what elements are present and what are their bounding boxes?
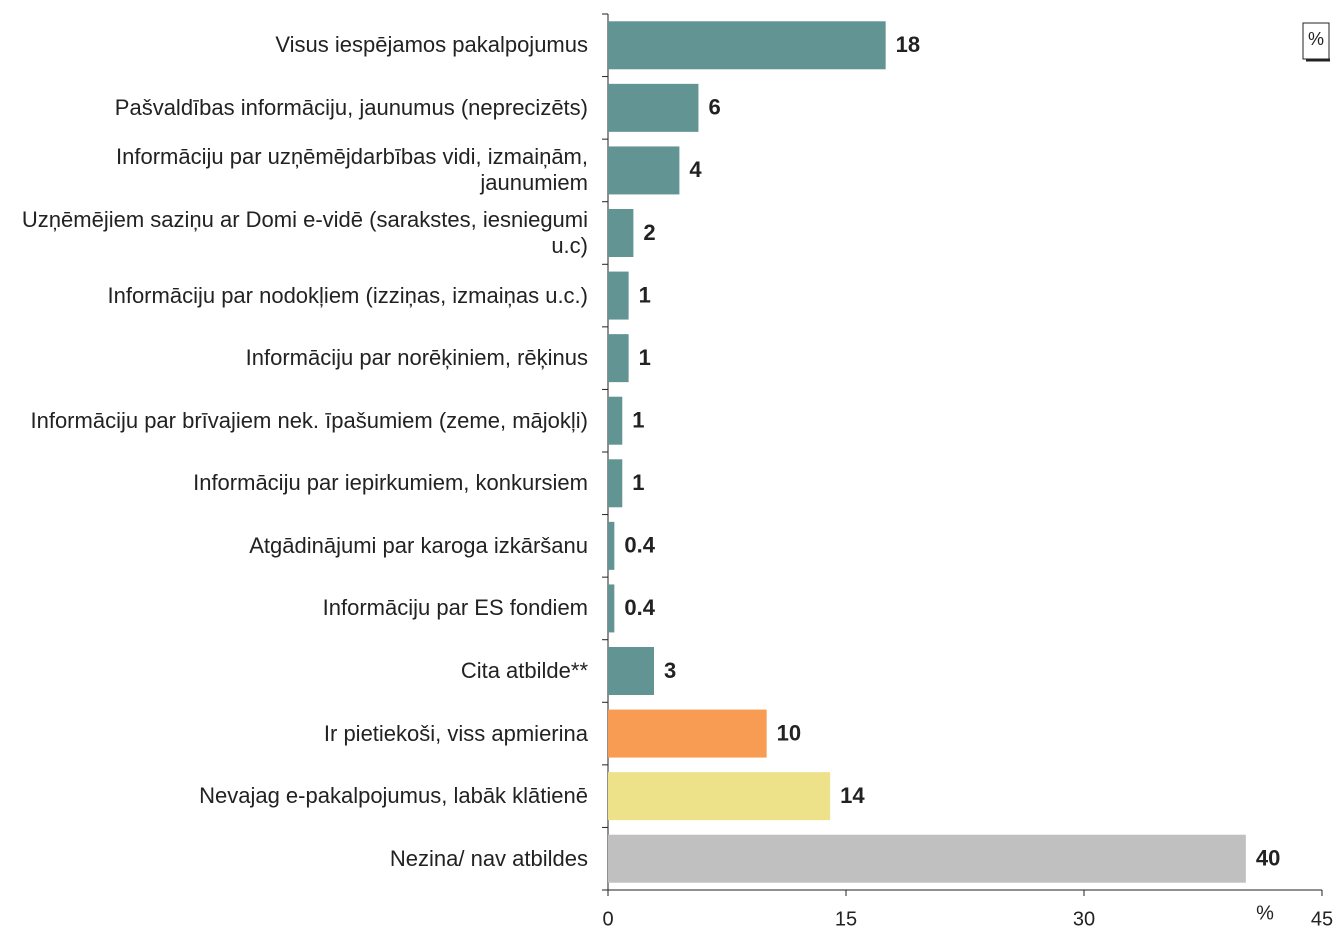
value-label: 2 (643, 220, 655, 245)
badge: % (1308, 29, 1324, 49)
category-label: Informāciju par uzņēmējdarbības vidi, iz… (116, 144, 588, 196)
category-label: Ir pietiekoši, viss apmierina (323, 720, 588, 746)
value-label: 1 (632, 408, 644, 433)
value-label: 1 (632, 470, 644, 495)
category-label: Informāciju par iepirkumiem, konkursiem (193, 470, 588, 496)
bar (608, 459, 623, 508)
bar (608, 271, 629, 320)
value-label: 0.4 (624, 595, 655, 620)
category-label: Uzņēmējiem saziņu ar Domi e-vidē (saraks… (21, 207, 588, 258)
bar (608, 584, 615, 633)
bar (608, 834, 1246, 883)
category-label: Pašvaldības informāciju, jaunumus (nepre… (114, 94, 588, 120)
value-label: 18 (896, 32, 920, 57)
value-label: 3 (664, 658, 676, 683)
category-label: Cita atbilde** (460, 658, 588, 683)
value-label: 0.4 (624, 533, 655, 558)
bar (608, 146, 680, 195)
category-label: Informāciju par norēķiniem, rēķinus (245, 345, 588, 371)
category-label: Informāciju par ES fondiem (322, 595, 588, 621)
bar (608, 334, 629, 383)
value-label: 10 (777, 720, 801, 745)
bar (608, 209, 634, 257)
value-label: 4 (689, 157, 702, 182)
category-label: Nezina/ nav atbildes (389, 845, 588, 871)
bar (608, 21, 886, 70)
value-label: 40 (1256, 846, 1280, 871)
value-label: 1 (639, 345, 651, 370)
bar (608, 396, 623, 445)
category-label: Nevajag e-pakalpojumus, labāk klātienē (199, 783, 588, 809)
x-tick-label: 30 (1073, 908, 1095, 930)
x-tick-label: 45 (1311, 908, 1333, 930)
value-label: 1 (639, 282, 651, 307)
value-label: 14 (840, 783, 865, 808)
category-label: Informāciju par nodokļiem (izziņas, izma… (107, 282, 588, 308)
value-label: 6 (708, 95, 720, 120)
bar (608, 83, 699, 132)
category-label: Informāciju par brīvajiem nek. īpašumiem… (30, 407, 588, 433)
x-unit: % (1256, 902, 1274, 924)
badge-box (1302, 22, 1330, 60)
bar (608, 647, 655, 695)
x-tick-label: 0 (602, 908, 613, 930)
bar (608, 521, 615, 570)
bar (608, 709, 767, 758)
category-label: Atgādinājumi par karoga izkāršanu (249, 532, 588, 558)
category-label: Visus iespējamos pakalpojumus (275, 32, 588, 58)
bar (608, 772, 831, 821)
x-tick-label: 15 (835, 908, 857, 930)
